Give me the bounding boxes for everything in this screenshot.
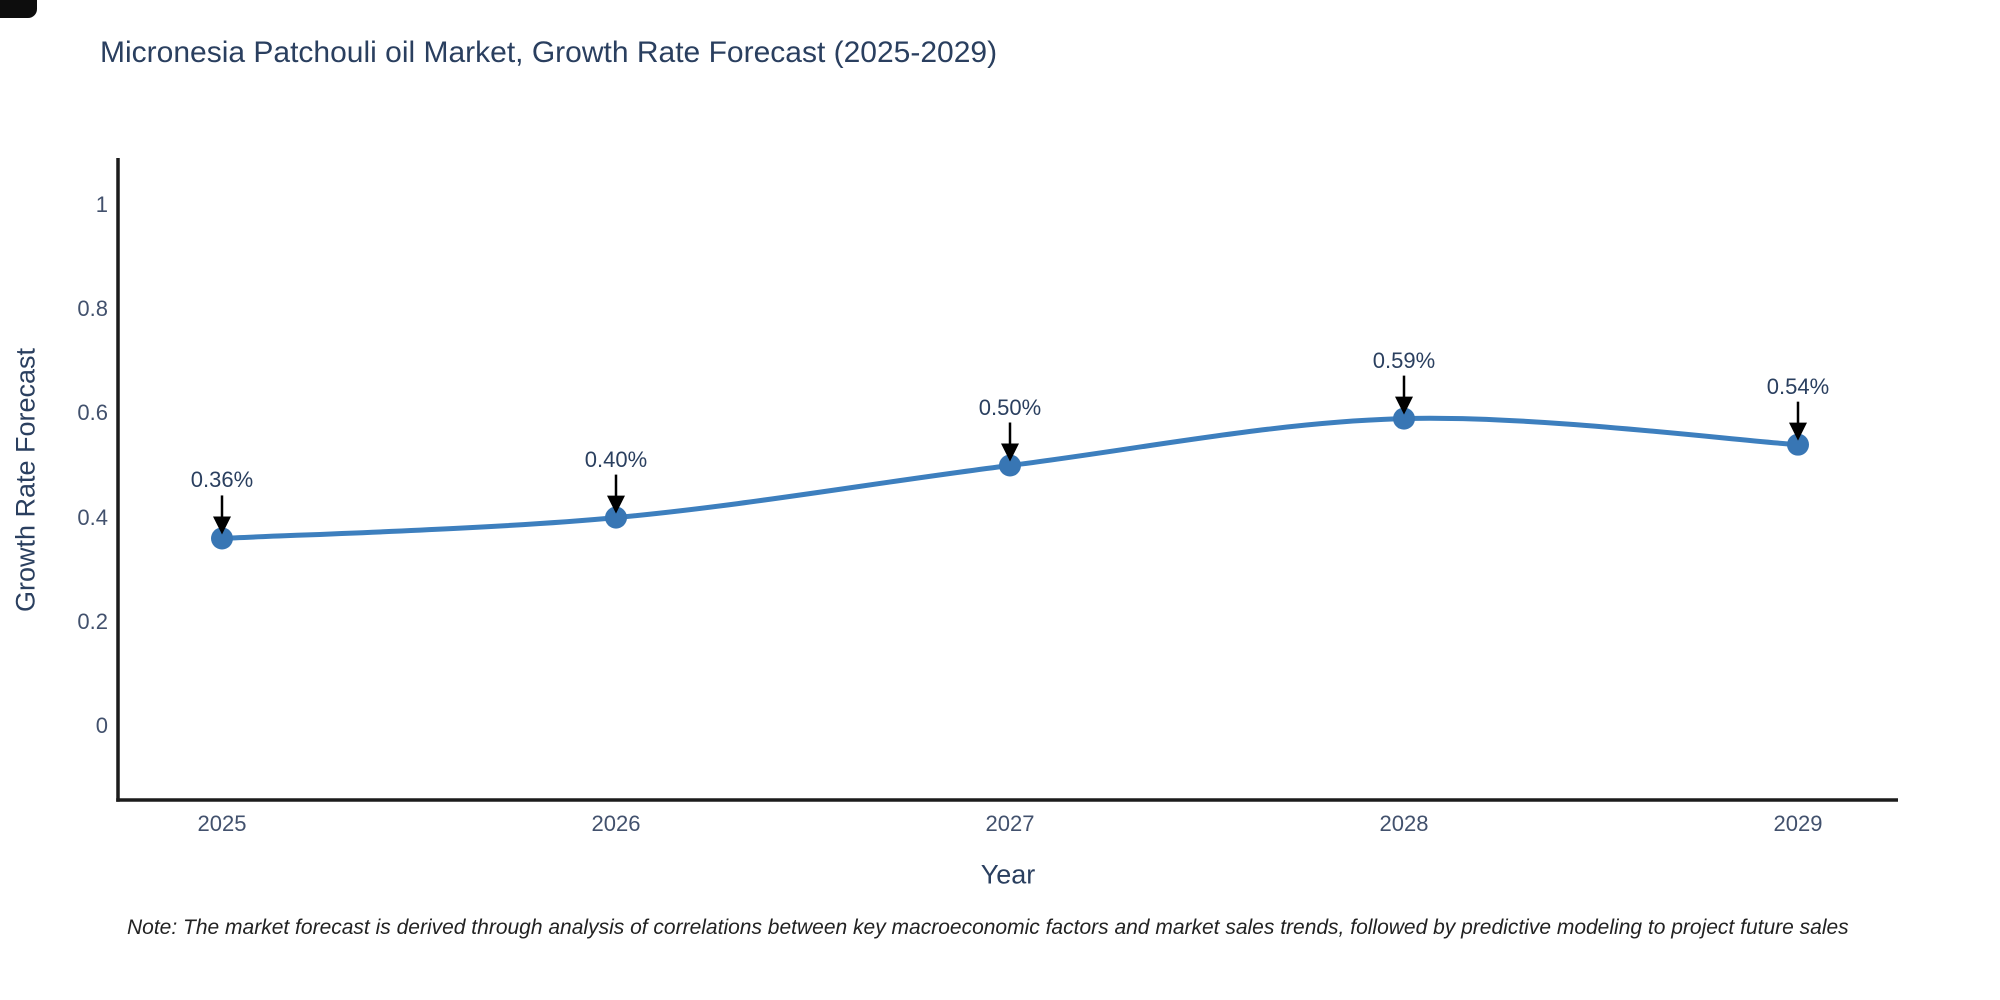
data-point-marker <box>1393 407 1415 430</box>
y-tick-label: 0.4 <box>77 504 108 530</box>
annotation-arrowhead-icon <box>607 495 625 514</box>
annotation-arrowhead-icon <box>1395 396 1413 415</box>
y-axis-title: Growth Rate Forecast <box>10 347 41 613</box>
x-tick-label: 2026 <box>591 811 641 836</box>
x-tick-label: 2028 <box>1379 811 1429 836</box>
data-point-annotation: 0.59% <box>1372 347 1436 373</box>
y-tick-label: 0 <box>95 713 108 738</box>
y-tick-label: 0.6 <box>77 400 108 426</box>
annotation-arrowhead-icon <box>1789 422 1807 441</box>
data-point-annotation: 0.50% <box>978 394 1042 420</box>
corner-artifact <box>0 0 37 18</box>
x-tick-label: 2027 <box>985 811 1035 836</box>
data-point-annotation: 0.40% <box>584 446 648 472</box>
data-point-marker <box>211 527 233 550</box>
annotation-arrowhead-icon <box>213 516 231 535</box>
annotation-arrowhead-icon <box>1001 443 1019 462</box>
chart-title: Micronesia Patchouli oil Market, Growth … <box>100 36 998 69</box>
data-point-marker <box>999 454 1021 477</box>
y-tick-label: 0.2 <box>77 608 108 634</box>
y-tick-label: 0.8 <box>77 296 108 322</box>
data-point-annotation: 0.36% <box>190 467 254 493</box>
y-tick-label: 1 <box>95 192 108 217</box>
data-point-marker <box>605 506 627 529</box>
footnote: Note: The market forecast is derived thr… <box>127 916 1849 939</box>
data-point-annotation: 0.54% <box>1766 373 1830 399</box>
x-tick-label: 2025 <box>197 811 247 836</box>
x-axis-title: Year <box>980 859 1036 890</box>
data-point-marker <box>1787 433 1809 456</box>
x-tick-label: 2029 <box>1773 811 1823 836</box>
